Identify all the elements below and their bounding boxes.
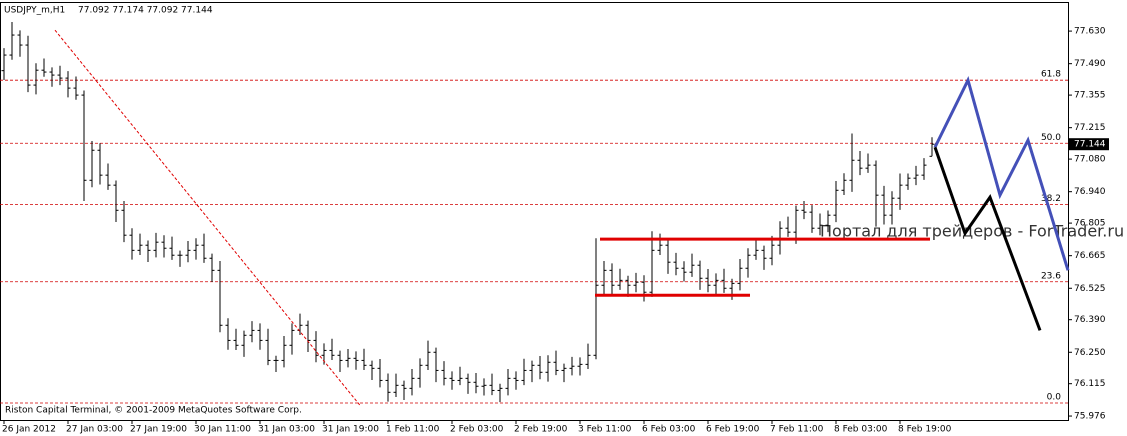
x-tick-label: 31 Jan 19:00 — [322, 425, 379, 435]
x-tick-label: 2 Feb 03:00 — [450, 425, 504, 435]
x-tick-label: 3 Feb 11:00 — [578, 425, 632, 435]
x-tick-label: 6 Feb 03:00 — [642, 425, 696, 435]
y-tick-label: 76.940 — [1074, 187, 1106, 197]
fib-label: 23.6 — [1041, 271, 1061, 281]
x-tick-label: 6 Feb 19:00 — [706, 425, 760, 435]
fib-label: 61.8 — [1041, 70, 1061, 80]
y-tick-label: 75.976 — [1074, 412, 1106, 422]
x-tick-label: 2 Feb 19:00 — [514, 425, 568, 435]
fib-label: 50.0 — [1041, 133, 1061, 143]
current-price-label: 77.144 — [1074, 140, 1106, 150]
x-tick-label: 7 Feb 11:00 — [770, 425, 824, 435]
y-tick-label: 76.665 — [1074, 251, 1106, 261]
x-tick-label: 30 Jan 11:00 — [194, 425, 251, 435]
trendline — [54, 29, 361, 406]
symbol-label: USDJPY_m,H1 — [4, 6, 65, 16]
projection-line — [933, 76, 1070, 271]
y-tick-label: 77.490 — [1074, 59, 1106, 69]
y-tick-label: 77.630 — [1074, 27, 1106, 37]
x-tick-label: 27 Jan 03:00 — [66, 425, 123, 435]
y-tick-label: 76.115 — [1074, 379, 1106, 389]
current-price-box — [1069, 138, 1109, 151]
x-tick-label: 8 Feb 03:00 — [834, 425, 888, 435]
ohlc-label: 77.092 77.174 77.092 77.144 — [78, 6, 213, 16]
y-tick-label: 77.355 — [1074, 91, 1106, 101]
footer: Riston Capital Terminal, © 2001-2009 Met… — [5, 406, 302, 416]
fib-label: 38.2 — [1041, 194, 1061, 204]
watermark: Портал для трейдеров - ForTrader.ru — [820, 222, 1124, 241]
x-tick-label: 31 Jan 03:00 — [258, 425, 315, 435]
x-tick-label: 27 Jan 19:00 — [130, 425, 187, 435]
projection-line — [933, 146, 1042, 331]
y-tick-label: 77.080 — [1074, 155, 1106, 165]
x-tick-label: 1 Feb 11:00 — [386, 425, 440, 435]
y-tick-label: 76.390 — [1074, 315, 1106, 325]
x-tick-label: 8 Feb 19:00 — [898, 425, 952, 435]
plot-frame — [0, 2, 1069, 421]
x-tick-label: 26 Jan 2012 — [2, 425, 56, 435]
y-tick-label: 77.215 — [1074, 123, 1106, 133]
y-tick-label: 76.250 — [1074, 348, 1106, 358]
y-tick-label: 76.525 — [1074, 284, 1106, 294]
fib-label: 0.0 — [1047, 393, 1062, 403]
y-tick-label: 76.805 — [1074, 219, 1106, 229]
